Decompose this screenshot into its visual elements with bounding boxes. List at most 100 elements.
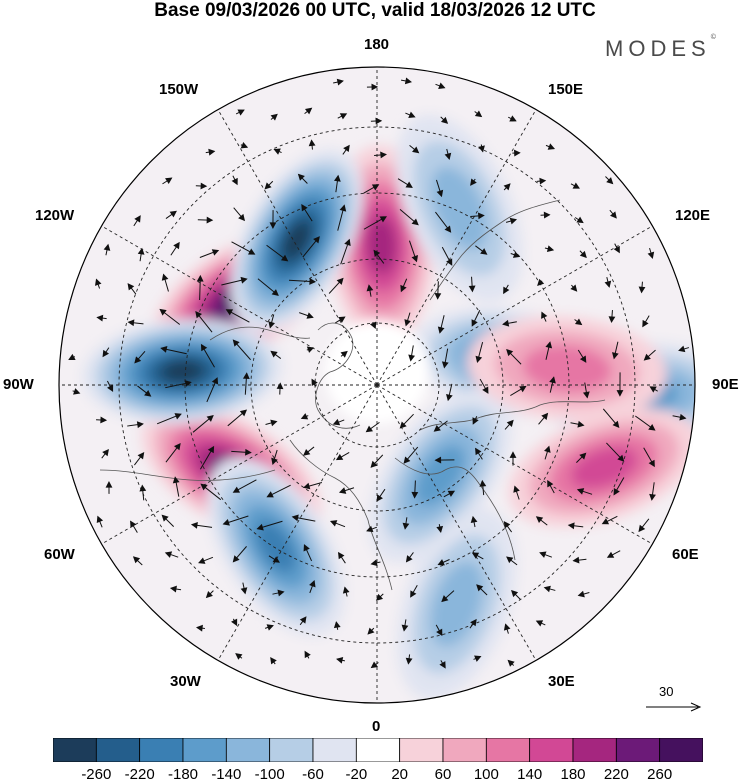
wind-arrow [511,590,521,600]
wind-arrow [101,448,109,459]
wind-arrow [570,284,578,292]
wind-arrow [506,556,518,566]
wind-arrow [535,516,548,526]
colorbar-segment-10 [485,738,531,762]
wind-arrow [200,343,215,368]
wind-arrow [291,514,316,522]
anomaly-negative-3-level-6 [161,360,204,383]
colorbar-tick-label: -140 [211,766,242,783]
wind-arrow [606,550,621,558]
wind-arrow [405,552,414,563]
wind-arrow [288,278,317,285]
coast-east-siberia [429,199,561,301]
wind-arrow [649,386,658,393]
wind-arrow [302,236,320,258]
colorbar-segment-2 [139,738,184,762]
wind-arrow [196,274,204,301]
wind-arrow [205,148,216,156]
wind-arrow [127,421,144,429]
lon-label-150e: 150E [548,81,584,98]
anomaly-negative-4-level-6 [282,221,311,260]
wind-arrow [544,245,555,253]
wind-arrow [195,182,208,190]
coast-scandinavia [394,457,516,561]
wind-arrow [605,176,614,185]
wind-arrow [374,151,387,159]
wind-arrow [156,413,182,425]
wind-arrow [582,382,590,399]
wind-arrow [303,544,313,562]
wind-arrow [440,116,449,124]
coast-alaska [209,326,311,341]
coastlines [99,199,606,591]
wind-arrow [647,247,655,259]
meridian-120 [376,225,653,386]
wind-arrow [105,481,113,494]
wind-arrow [337,113,348,120]
wind-arrow [470,515,478,528]
wind-arrow [227,409,248,427]
wind-arrow [649,482,656,501]
wind-arrow [604,277,612,288]
wind-arrow [505,217,517,225]
wind-arrow [376,488,386,502]
colorbar-segment-9 [442,738,487,762]
colorbar-segment-13 [615,738,661,762]
colorbar-segment-8 [399,738,444,762]
colorbar-segment-1 [95,738,141,762]
wind-arrow [508,115,517,122]
wind-arrow [304,107,313,115]
wind-arrow [170,241,180,256]
wind-arrow [643,447,655,468]
wind-arrow [273,148,282,155]
wind-arrow [335,451,350,461]
wind-arrow [397,178,413,188]
wind-arrow [190,521,213,529]
wind-arrow [576,452,587,464]
wind-arrow [205,590,214,599]
wind-arrow [469,618,477,629]
wind-arrow [435,179,444,198]
wind-arrow [435,211,452,233]
copyright-mark: © [710,34,716,41]
colorbar-segment-3 [182,738,227,762]
wind-arrow [268,555,280,563]
colorbar-tick-label: -20 [345,766,368,783]
colorbar [53,738,703,762]
colorbar-segment-5 [269,738,314,762]
wind-arrow [642,315,650,328]
wind-arrow [405,654,413,665]
wind-arrow [611,341,619,360]
wind-arrow [366,83,379,91]
wind-arrow [503,183,511,191]
wind-reference-value: 30 [659,684,674,699]
wind-arrow [232,479,257,493]
wind-arrow [579,250,587,259]
wind-arrow [96,416,108,424]
wind-arrow [268,314,275,329]
wind-arrow [410,584,418,598]
wind-arrow [233,207,246,222]
wind-arrow [504,419,514,430]
wind-arrow [301,203,313,222]
wind-arrow [266,244,289,262]
wind-arrow [199,445,215,470]
wind-arrow [72,388,81,395]
wind-arrow [308,139,316,150]
wind-arrow [441,348,449,369]
meridian-210 [217,109,378,386]
wind-arrow [303,446,315,456]
wind-arrow [577,349,587,363]
wind-arrow [373,249,385,264]
wind-arrow [409,144,420,154]
wind-arrow [471,310,481,327]
wind-arrow [338,551,346,564]
colorbar-segment-7 [355,738,401,762]
wind-arrow [635,415,656,431]
wind-arrow [601,515,618,525]
wind-arrow [366,525,378,533]
wind-arrow [468,276,476,293]
wind-arrow [512,149,521,157]
wind-arrow [540,211,551,219]
wind-arrow [616,372,624,397]
